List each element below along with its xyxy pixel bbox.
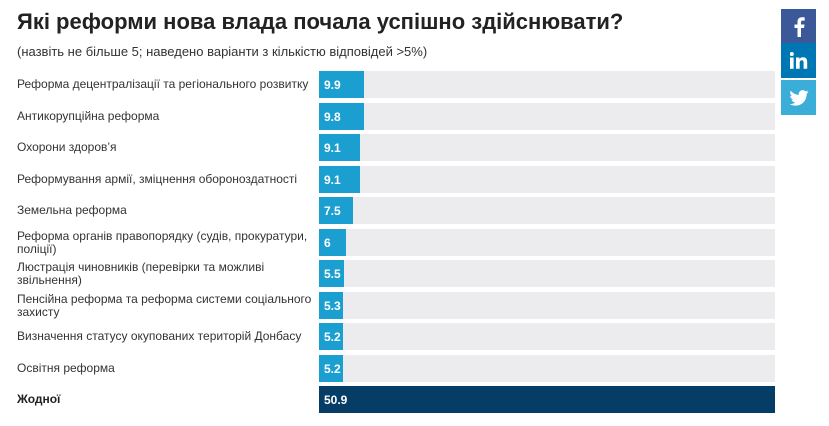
facebook-icon <box>792 16 806 37</box>
category-label: Реформування армії, зміцнення оборонозда… <box>17 172 298 186</box>
value-label: 5.2 <box>324 361 341 376</box>
category-label: Земельна реформа <box>17 203 127 217</box>
category-label: Реформа органів правопорядку (судів, про… <box>17 228 308 256</box>
category-label: Люстрація чиновників (перевірки та можли… <box>17 259 265 287</box>
facebook-share-button[interactable] <box>781 9 816 44</box>
linkedin-icon <box>789 52 808 69</box>
bar-track <box>319 229 775 256</box>
chart-title: Які реформи нова влада почала успішно зд… <box>17 9 624 34</box>
category-label: Жодної <box>17 392 61 406</box>
value-label: 9.1 <box>324 172 341 187</box>
linkedin-share-button[interactable] <box>781 43 816 78</box>
value-label: 9.8 <box>324 109 341 124</box>
value-label: 50.9 <box>324 392 348 407</box>
bar <box>319 260 344 287</box>
bar-track <box>319 197 775 224</box>
bar <box>319 134 360 161</box>
value-label: 6 <box>324 235 331 250</box>
bar <box>319 197 353 224</box>
category-label: Визначення статусу окупованих територій … <box>17 329 302 343</box>
twitter-icon <box>788 89 809 106</box>
bar <box>319 103 364 130</box>
category-label: Охорони здоров’я <box>17 140 117 154</box>
value-label: 5.5 <box>324 266 341 281</box>
bar <box>319 292 343 319</box>
value-label: 9.9 <box>324 77 341 92</box>
bar-track <box>319 355 775 382</box>
category-label: Освітня реформа <box>17 361 115 375</box>
bar-track <box>319 292 775 319</box>
bar <box>319 323 343 350</box>
value-label: 5.2 <box>324 329 341 344</box>
bar-track <box>319 323 775 350</box>
twitter-share-button[interactable] <box>781 80 816 115</box>
category-label: Антикорупційна реформа <box>17 109 160 123</box>
bar-track <box>319 103 775 130</box>
bar <box>319 71 364 98</box>
value-label: 9.1 <box>324 140 341 155</box>
value-label: 7.5 <box>324 203 341 218</box>
bar-track <box>319 134 775 161</box>
bar <box>319 166 360 193</box>
bar-track <box>319 71 775 98</box>
bar-track <box>319 260 775 287</box>
bar <box>319 229 346 256</box>
category-label: Пенсійна реформа та реформа системи соці… <box>17 291 312 319</box>
category-label: Реформа децентралізації та регіонального… <box>17 77 309 91</box>
chart-subtitle: (назвіть не більше 5; наведено варіанти … <box>17 44 428 59</box>
bar <box>319 386 775 413</box>
bar <box>319 355 343 382</box>
bar-track <box>319 166 775 193</box>
value-label: 5.3 <box>324 298 341 313</box>
